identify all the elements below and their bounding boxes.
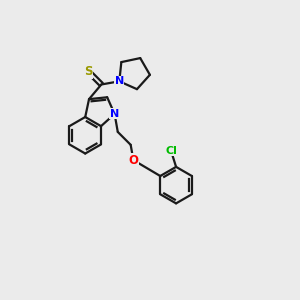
Text: N: N bbox=[110, 109, 119, 119]
Text: Cl: Cl bbox=[166, 146, 178, 156]
Text: N: N bbox=[115, 76, 124, 86]
Text: S: S bbox=[84, 65, 93, 78]
Text: O: O bbox=[128, 154, 138, 166]
